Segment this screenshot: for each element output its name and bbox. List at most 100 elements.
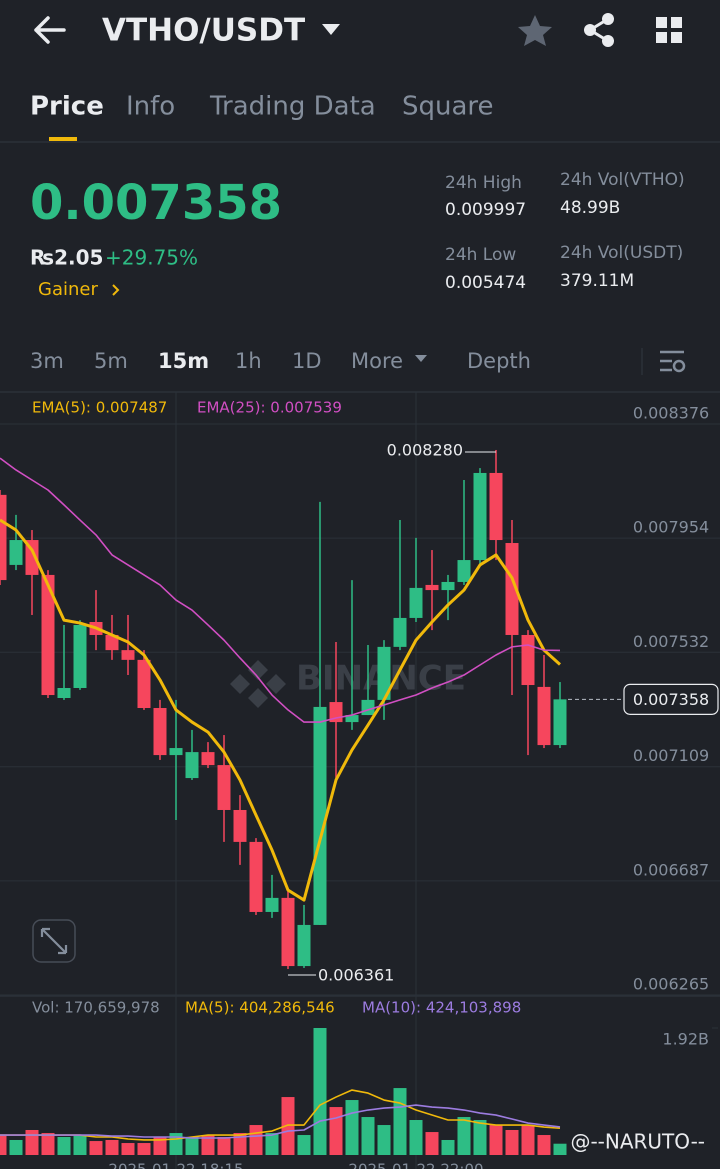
tab[interactable]: Price [30,92,104,122]
favorite-icon[interactable] [518,15,552,46]
y-tick-label: 0.007532 [633,632,709,651]
y-tick-label: 0.007109 [633,746,709,765]
candle-body [0,494,7,581]
interval-bar: 3m 5m 15m 1h 1D More Depth [30,349,531,373]
volume-bar [489,1125,503,1155]
volume-bar [505,1129,519,1155]
candle-body [105,634,119,651]
back-icon [34,16,66,44]
volume-bar [473,1120,487,1155]
candle-body [473,472,487,561]
stat-value: 379.11M [560,271,634,291]
volume-bar [73,1135,87,1155]
interval[interactable]: 1h [235,349,262,373]
watermark-logo [230,660,286,708]
candle-body [153,708,167,756]
volume-bar [457,1117,471,1155]
legend-entry: MA(5): 404,286,546 [185,999,335,1017]
tab[interactable]: Info [126,92,175,122]
share-icon[interactable] [584,13,614,47]
last-price: 0.007358 [30,175,282,231]
interval[interactable]: More [351,349,403,373]
candle-body [393,617,407,647]
legend-entry: EMA(25): 0.007539 [197,399,342,417]
volume-bar [441,1139,455,1155]
legend-entry: EMA(5): 0.007487 [32,399,167,417]
volume-bar [521,1125,535,1155]
legend-entry: MA(10): 424,103,898 [362,999,521,1017]
pair-dropdown[interactable] [322,24,340,35]
grid-cell [671,32,682,43]
candle-body [201,752,215,766]
candle-body [281,897,295,967]
grid-icon[interactable] [656,17,682,43]
volume-bar [297,1135,311,1155]
candle-body [9,540,23,565]
candle-body [169,748,183,756]
candle-body [345,715,359,723]
settings-lines [660,350,684,372]
tab-indicator [49,137,77,141]
volume-bar [409,1120,423,1155]
last-price-box [623,683,719,715]
candle-body [313,706,327,925]
fullscreen-button[interactable] [32,919,76,963]
grid-cell [656,32,667,43]
volume-bar [9,1139,23,1155]
tab[interactable]: Square [402,92,494,122]
watermark-mark [230,660,286,708]
pair-title[interactable]: VTHO/USDT [102,13,305,49]
candle-body [41,574,55,696]
candle-body [233,809,247,842]
candle-body [521,634,535,686]
stat-value: 0.005474 [445,273,526,293]
settings-gear [672,359,686,373]
candle-body [441,581,455,591]
volume-bar [249,1125,263,1155]
chart-settings-icon[interactable] [660,350,686,373]
volume-bar [233,1133,247,1155]
volume-bar [41,1133,55,1155]
indicator-line [0,1089,561,1141]
interval[interactable]: 15m [158,349,209,373]
volume-bar [153,1137,167,1155]
candle-body [73,624,87,688]
candle-body [505,543,519,635]
interval[interactable]: Depth [467,349,531,373]
stat-label: 24h Vol(VTHO) [560,170,685,190]
y-tick-label: 0.006687 [633,860,709,879]
candle-body [265,897,279,912]
volume-bar [329,1107,343,1155]
volume-bar [105,1139,119,1155]
price-chart: 0.008376 0.007954 0.007532 0.007109 0.006687… [0,399,720,996]
candle-body [57,687,71,699]
stat-value: 48.99B [560,198,620,218]
back-button[interactable] [34,16,66,44]
candle-body [297,924,311,967]
grid-cell [656,17,667,28]
tab[interactable]: Trading Data [209,92,376,122]
interval[interactable]: 5m [94,349,128,373]
volume-bar [361,1117,375,1155]
indicator-line [0,457,561,723]
volume-bar [57,1137,71,1155]
volume-bar [281,1097,295,1155]
candle-body [185,752,199,779]
stat-label: 24h High [445,173,522,193]
candle-body [137,659,151,709]
volume-chart: 1.92B Vol: 170,659,978 MA(5): 404,286,546 M… [0,999,718,1169]
high-label: 0.008280 [387,440,463,459]
volume-bar [345,1100,359,1155]
badge-arrow [112,284,120,296]
interval[interactable]: 3m [30,349,64,373]
volume-bar [537,1135,551,1155]
stat-label: 24h Vol(USDT) [560,243,683,263]
candle-body [377,646,391,700]
indicator-line [0,518,562,902]
volume-bar [89,1141,103,1155]
interval[interactable]: 1D [292,349,322,373]
low-label: 0.006361 [318,966,394,985]
price-change: +29.75% [105,246,198,270]
gainer-badge[interactable]: Gainer [38,279,98,300]
